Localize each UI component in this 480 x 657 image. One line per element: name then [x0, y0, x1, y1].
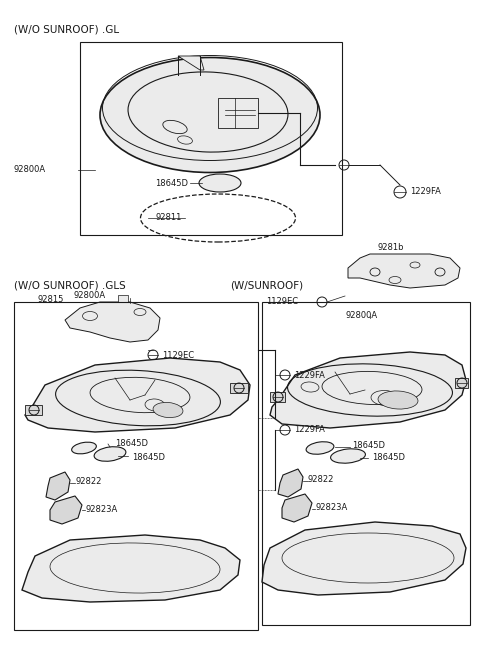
- Text: 1229FA: 1229FA: [294, 371, 325, 380]
- Ellipse shape: [153, 403, 183, 418]
- Polygon shape: [262, 522, 466, 595]
- Text: 9281b: 9281b: [378, 244, 405, 252]
- Text: 18645D: 18645D: [155, 179, 188, 187]
- Text: (W/SUNROOF): (W/SUNROOF): [230, 280, 303, 290]
- Polygon shape: [178, 56, 204, 70]
- Text: 92800A: 92800A: [345, 311, 377, 321]
- Text: 18645D: 18645D: [115, 438, 148, 447]
- Text: (W/O SUNROOF) .GL: (W/O SUNROOF) .GL: [14, 25, 119, 35]
- Polygon shape: [22, 535, 240, 602]
- Bar: [14, 302, 258, 630]
- Text: 92811: 92811: [155, 214, 181, 223]
- Text: 92800A: 92800A: [14, 166, 46, 175]
- Text: 1229FA: 1229FA: [410, 187, 441, 196]
- Polygon shape: [25, 405, 42, 415]
- Text: 92800A: 92800A: [74, 292, 106, 300]
- Polygon shape: [218, 98, 258, 128]
- Bar: [262, 302, 470, 625]
- Bar: [80, 42, 342, 235]
- Ellipse shape: [72, 442, 96, 454]
- Text: 1129EC: 1129EC: [266, 298, 298, 307]
- Text: 92822: 92822: [308, 476, 335, 484]
- Polygon shape: [25, 358, 250, 432]
- Text: 92823A: 92823A: [315, 503, 347, 512]
- Ellipse shape: [199, 174, 241, 192]
- Polygon shape: [278, 469, 303, 497]
- Polygon shape: [46, 472, 70, 500]
- Text: 92815: 92815: [38, 296, 64, 304]
- Text: 18645D: 18645D: [132, 453, 165, 461]
- Text: (W/O SUNROOF) .GLS: (W/O SUNROOF) .GLS: [14, 280, 126, 290]
- Ellipse shape: [100, 58, 320, 173]
- Polygon shape: [455, 378, 468, 388]
- Polygon shape: [65, 302, 160, 342]
- Polygon shape: [270, 352, 466, 428]
- Ellipse shape: [378, 391, 418, 409]
- Polygon shape: [282, 494, 312, 522]
- Text: 18645D: 18645D: [372, 453, 405, 463]
- Ellipse shape: [306, 442, 334, 454]
- Text: 92822: 92822: [75, 478, 101, 486]
- Text: 1229FA: 1229FA: [294, 426, 325, 434]
- Text: 18645D: 18645D: [352, 440, 385, 449]
- Text: 92823A: 92823A: [85, 505, 117, 514]
- Polygon shape: [118, 295, 128, 302]
- Text: 1129EC: 1129EC: [162, 350, 194, 359]
- Ellipse shape: [94, 447, 126, 461]
- Ellipse shape: [331, 449, 365, 463]
- Polygon shape: [270, 392, 285, 402]
- Polygon shape: [348, 254, 460, 288]
- Polygon shape: [50, 496, 82, 524]
- Polygon shape: [230, 383, 248, 393]
